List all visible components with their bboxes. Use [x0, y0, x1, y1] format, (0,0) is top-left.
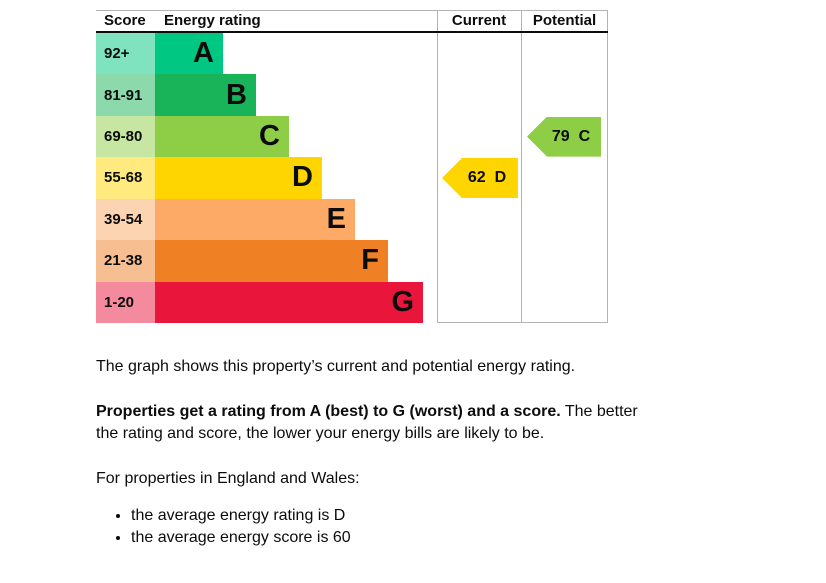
graph-intro-text: The graph shows this property’s current …	[96, 358, 576, 375]
band-bar-a: A	[155, 33, 223, 75]
band-score-range: 81-91	[96, 74, 155, 116]
energy-rating-column-header: Energy rating	[164, 12, 261, 29]
band-bar-f: F	[155, 240, 388, 282]
band-score-range: 21-38	[96, 240, 155, 282]
rating-explanation-bold: Properties get a rating from A (best) to…	[96, 403, 561, 420]
rating-explanation-text: Properties get a rating from A (best) to…	[96, 401, 656, 445]
band-row-f: 21-38 F	[96, 240, 608, 282]
energy-rating-chart: Score Energy rating Current Potential 92…	[96, 10, 608, 323]
current-column-header: Current	[451, 12, 507, 29]
band-bar-c: C	[155, 115, 289, 158]
average-stats-list: the average energy rating is D the avera…	[96, 505, 656, 548]
band-bar-b: B	[155, 74, 256, 116]
column-divider-potential	[521, 11, 522, 323]
region-line: For properties in England and Wales:	[96, 470, 360, 487]
score-column-header: Score	[104, 12, 146, 29]
chart-bottom-border	[437, 322, 608, 323]
band-score-range: 39-54	[96, 198, 155, 241]
potential-rating-arrow-score: 79	[551, 127, 570, 145]
band-bar-g: G	[155, 281, 423, 323]
potential-column-header: Potential	[532, 12, 597, 29]
band-score-range: 69-80	[96, 115, 155, 158]
chart-right-border	[607, 11, 608, 323]
epc-description: The graph shows this property’s current …	[96, 322, 656, 548]
band-row-g: 1-20 G	[96, 281, 608, 323]
column-divider-current	[437, 11, 438, 323]
band-bar-d: D	[155, 157, 322, 199]
band-row-c: 69-80 C	[96, 115, 608, 158]
chart-body: 92+ A 81-91 B 69-80 C 55-68 D 39-54 E 21-38 F 1-20 G 6…	[96, 33, 608, 323]
rating-explanation-rest-2: the rating and score, the lower your ene…	[96, 425, 545, 442]
current-rating-arrow-score: 62	[467, 169, 486, 186]
band-score-range: 55-68	[96, 157, 155, 199]
band-row-e: 39-54 E	[96, 198, 608, 241]
potential-rating-arrow-band-letter: C	[578, 127, 591, 145]
list-item: the average energy score is 60	[131, 527, 656, 549]
band-bar-e: E	[155, 198, 355, 241]
band-row-a: 92+ A	[96, 33, 608, 75]
rating-explanation-rest-1: The better	[560, 403, 638, 420]
band-row-b: 81-91 B	[96, 74, 608, 116]
current-rating-arrow-band-letter: D	[494, 169, 507, 186]
band-score-range: 92+	[96, 33, 155, 75]
list-item: the average energy rating is D	[131, 505, 656, 527]
band-row-d: 55-68 D	[96, 157, 608, 199]
chart-header: Score Energy rating Current Potential	[96, 11, 608, 33]
band-score-range: 1-20	[96, 281, 155, 323]
